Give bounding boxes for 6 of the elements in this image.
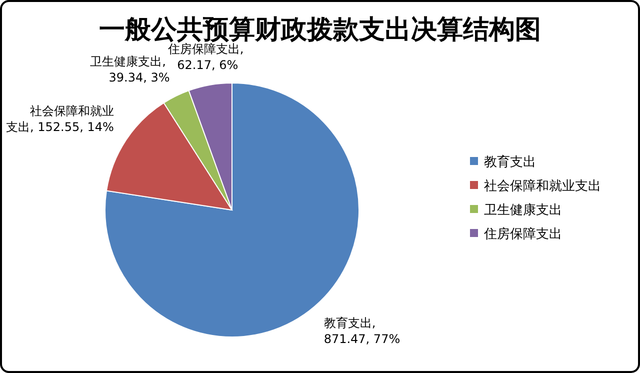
legend-label: 住房保障支出 [483,226,562,242]
data-label: 教育支出, 871.47, 77% [324,316,400,346]
data-label: 社会保障和就业支出, 152.55, 14% [6,104,114,134]
legend-label: 卫生健康支出 [484,203,562,218]
legend-label: 社会保障和就业支出 [484,179,601,194]
legend-label: 教育支出 [484,154,536,170]
